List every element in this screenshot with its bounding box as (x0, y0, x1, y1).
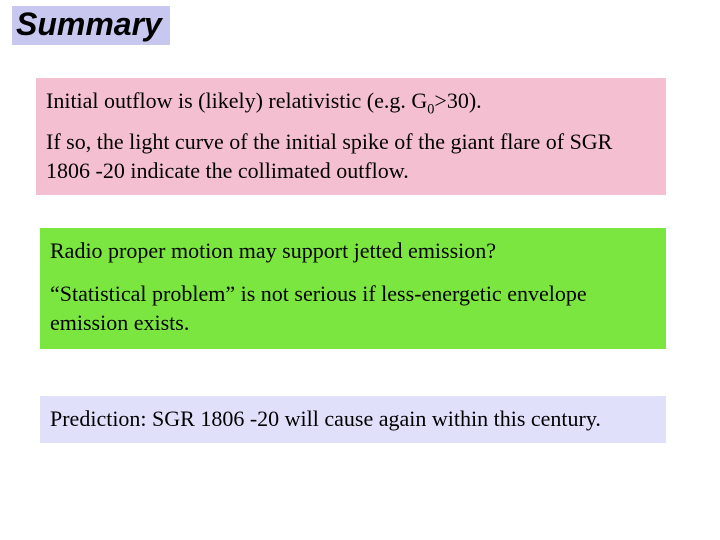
pink-p1: Initial outflow is (likely) relativistic… (46, 86, 656, 115)
summary-title-box: Summary (12, 6, 170, 45)
pink-p1-b: >30). (434, 88, 481, 113)
summary-title-text: Summary (16, 6, 162, 42)
pink-p2: If so, the light curve of the initial sp… (46, 127, 656, 185)
pink-block: Initial outflow is (likely) relativistic… (36, 78, 666, 195)
green-p1: Radio proper motion may support jetted e… (50, 236, 656, 265)
lavender-p1: Prediction: SGR 1806 -20 will cause agai… (50, 404, 656, 433)
pink-p1-a: Initial outflow is (likely) relativistic… (46, 88, 427, 113)
green-block: Radio proper motion may support jetted e… (40, 228, 666, 349)
green-p2: “Statistical problem” is not serious if … (50, 279, 656, 337)
lavender-block: Prediction: SGR 1806 -20 will cause agai… (40, 396, 666, 443)
